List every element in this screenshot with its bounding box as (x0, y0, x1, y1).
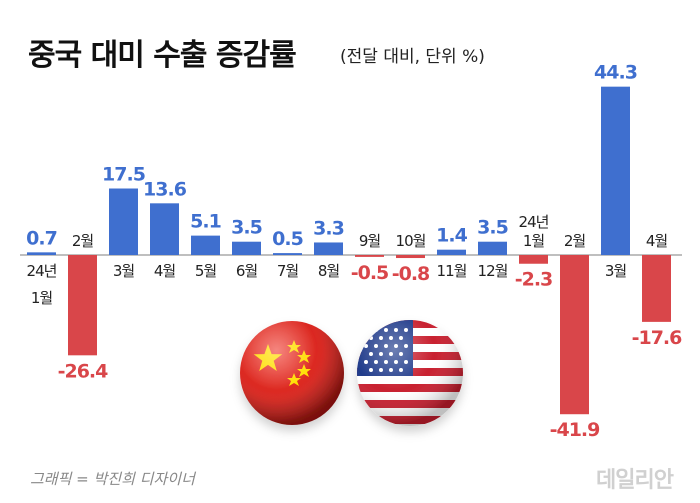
bar-0 (27, 252, 56, 255)
bar-9 (396, 255, 425, 259)
graphic-credit: 그래픽 = 박진희 디자이너 (30, 470, 195, 488)
value-label-11: 3.5 (477, 217, 508, 239)
month-label-5: 6월 (236, 262, 258, 280)
month-label-4: 5월 (195, 262, 217, 280)
bar-12 (519, 255, 548, 264)
value-label-4: 5.1 (190, 211, 221, 233)
value-label-2: 17.5 (102, 164, 145, 186)
value-label-14: 44.3 (594, 62, 637, 84)
month-label-14: 3월 (605, 262, 627, 280)
month-label-9: 10월 (396, 232, 426, 250)
bar-13 (560, 255, 589, 415)
publisher-logo: 데일리안 (596, 467, 674, 493)
month-label-3: 4월 (154, 262, 176, 280)
bar-7 (314, 242, 343, 255)
month-label-13: 2월 (564, 232, 586, 250)
bar-10 (437, 249, 466, 255)
bar-15 (642, 255, 671, 322)
month-label-8: 9월 (359, 232, 381, 250)
month-label-2: 3월 (113, 262, 135, 280)
value-label-6: 0.5 (272, 228, 303, 250)
bar-2 (109, 188, 138, 255)
month-label-11: 12월 (478, 262, 508, 280)
bar-11 (478, 241, 507, 255)
year-label-12: 24년 (519, 213, 549, 231)
chart-title: 중국 대미 수출 증감률 (28, 38, 297, 73)
value-label-3: 13.6 (143, 178, 187, 200)
value-label-15: -17.6 (632, 327, 683, 349)
month-label-15: 4월 (646, 232, 668, 250)
bar-8 (355, 255, 384, 257)
value-label-7: 3.3 (313, 217, 344, 239)
bar-4 (191, 235, 220, 255)
month-label-0: 1월 (31, 289, 53, 307)
us-flag-ball-icon (357, 320, 463, 426)
value-label-1: -26.4 (58, 360, 109, 382)
bar-6 (273, 253, 302, 255)
value-label-13: -41.9 (550, 419, 600, 441)
month-label-6: 7월 (277, 262, 299, 280)
year-label-0: 24년 (27, 262, 57, 280)
chart-subtitle: (전달 대비, 단위 %) (340, 47, 485, 67)
value-label-10: 1.4 (436, 225, 467, 247)
bar-1 (68, 255, 97, 356)
value-label-5: 3.5 (231, 217, 262, 239)
bar-5 (232, 241, 261, 255)
value-label-0: 0.7 (26, 227, 57, 249)
value-label-12: -2.3 (515, 269, 553, 291)
month-label-12: 1월 (523, 232, 545, 250)
value-label-9: -0.8 (392, 263, 430, 285)
bar-3 (150, 203, 179, 255)
bar-14 (601, 86, 630, 255)
month-label-10: 11월 (437, 262, 467, 280)
month-label-7: 8월 (318, 262, 340, 280)
value-label-8: -0.5 (351, 262, 389, 284)
china-flag-ball-icon (240, 321, 344, 425)
month-label-1: 2월 (72, 232, 94, 250)
